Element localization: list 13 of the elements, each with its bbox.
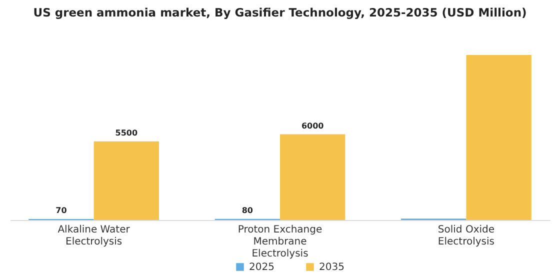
x-tick-label: Proton Exchange Membrane Electrolysis: [238, 224, 322, 260]
x-tick-label: Alkaline Water Electrolysis: [58, 224, 131, 248]
data-label: 5500: [115, 128, 138, 138]
bar: [466, 55, 532, 220]
bar: [280, 134, 346, 220]
legend-label: 2035: [319, 262, 344, 273]
legend-label: 2025: [249, 262, 274, 273]
data-label: 70: [56, 206, 68, 215]
x-tick-label: Solid Oxide Electrolysis: [438, 224, 495, 248]
data-label: 6000: [301, 121, 324, 130]
chart-title: US green ammonia market, By Gasifier Technology, 2025-2035 (USD Million): [33, 6, 527, 20]
bar: [94, 141, 159, 220]
data-label: 80: [242, 206, 254, 215]
